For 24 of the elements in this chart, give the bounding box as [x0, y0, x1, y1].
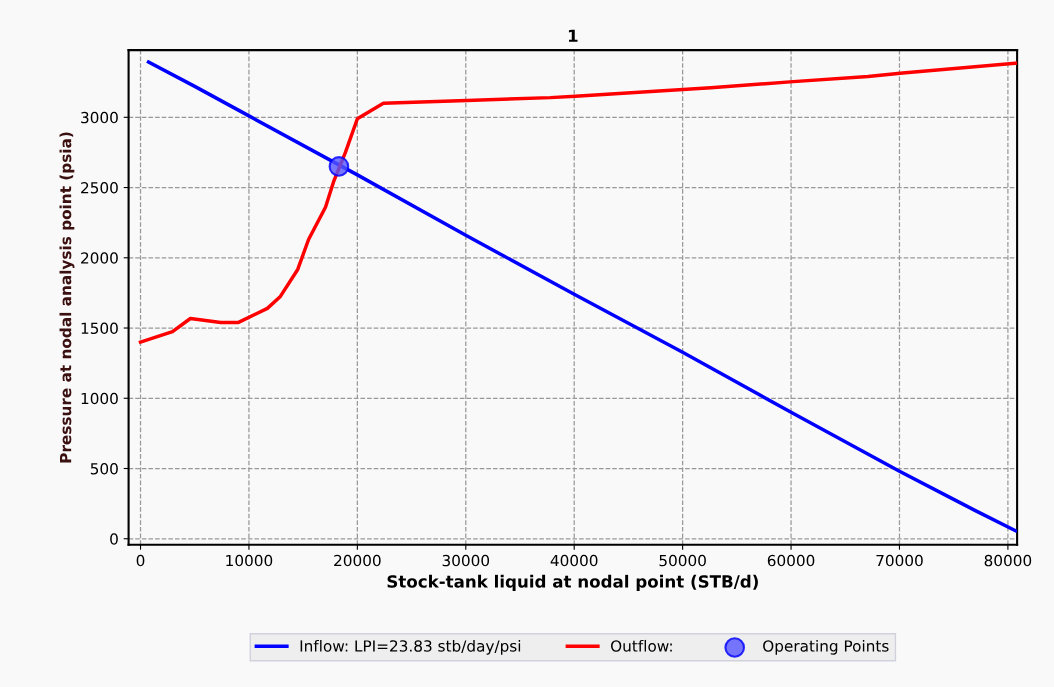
y-tick-label: 1000	[81, 392, 118, 405]
x-tick-label: 60000	[767, 554, 815, 567]
line-series	[138, 61, 1018, 344]
x-tick-label: 20000	[334, 554, 381, 567]
y-tick-label: 3000	[81, 111, 118, 124]
chart-title: 1	[568, 29, 578, 42]
legend-label: Outflow:	[610, 639, 672, 652]
y-tick-label: 2500	[81, 182, 118, 194]
x-tick-label: 40000	[550, 554, 598, 567]
legend-label: Inflow: LPI=23.83 stb/day/psi	[300, 639, 521, 655]
line-series	[146, 60, 1018, 533]
x-tick-label: 0	[136, 554, 145, 567]
x-tick-label: 80000	[984, 554, 1032, 567]
y-axis-title: Pressure at nodal analysis point (psia)	[59, 132, 75, 463]
x-axis-title: Stock-tank liquid at nodal point (STB/d)	[387, 574, 758, 591]
x-tick-label: 30000	[442, 554, 490, 567]
x-tick-label: 50000	[659, 554, 706, 567]
y-tick-label: 0	[110, 533, 118, 545]
x-tick-label: 10000	[226, 554, 273, 567]
y-tick-label: 1500	[81, 322, 118, 335]
legend-label: Operating Points	[763, 639, 889, 655]
y-tick-label: 500	[90, 462, 118, 475]
y-tick-label: 2000	[81, 252, 118, 264]
x-tick-label: 70000	[876, 554, 923, 567]
